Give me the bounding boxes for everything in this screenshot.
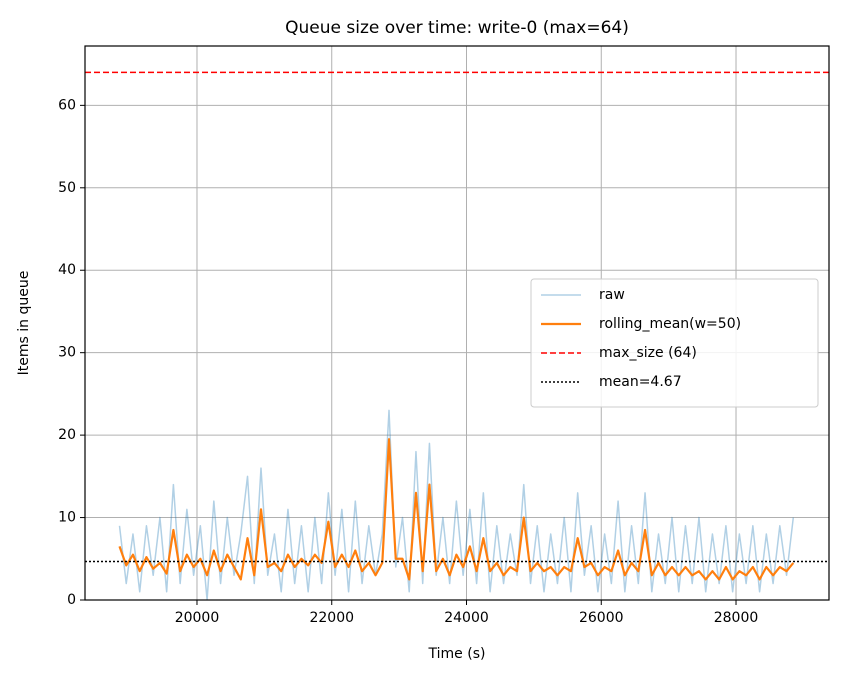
y-tick-label: 30 bbox=[58, 345, 76, 361]
plot-frame bbox=[84, 45, 830, 601]
x-tick-label: 26000 bbox=[579, 610, 624, 626]
y-tick-label: 0 bbox=[67, 592, 76, 608]
x-tick-label: 28000 bbox=[714, 610, 759, 626]
legend-label: raw bbox=[599, 287, 625, 303]
x-tick-label: 20000 bbox=[175, 610, 220, 626]
legend-label: mean=4.67 bbox=[599, 374, 682, 390]
series-line bbox=[118, 438, 795, 581]
y-tick-label: 20 bbox=[58, 427, 76, 443]
x-tick-label: 24000 bbox=[444, 610, 489, 626]
y-axis-label: Items in queue bbox=[16, 271, 32, 376]
legend-box bbox=[530, 278, 819, 408]
y-tick-label: 10 bbox=[58, 510, 76, 526]
legend-label: rolling_mean(w=50) bbox=[599, 316, 741, 332]
chart-title: Queue size over time: write-0 (max=64) bbox=[285, 18, 629, 38]
x-tick-label: 22000 bbox=[309, 610, 354, 626]
legend-label: max_size (64) bbox=[599, 345, 697, 361]
series-line bbox=[118, 409, 795, 600]
y-tick-label: 50 bbox=[58, 180, 76, 196]
y-tick-label: 60 bbox=[58, 97, 76, 113]
legend: raw rolling_mean(w=50) max_size (64) mean=4… bbox=[530, 278, 819, 408]
x-axis-label: Time (s) bbox=[428, 646, 486, 662]
y-tick-label: 40 bbox=[58, 262, 76, 278]
